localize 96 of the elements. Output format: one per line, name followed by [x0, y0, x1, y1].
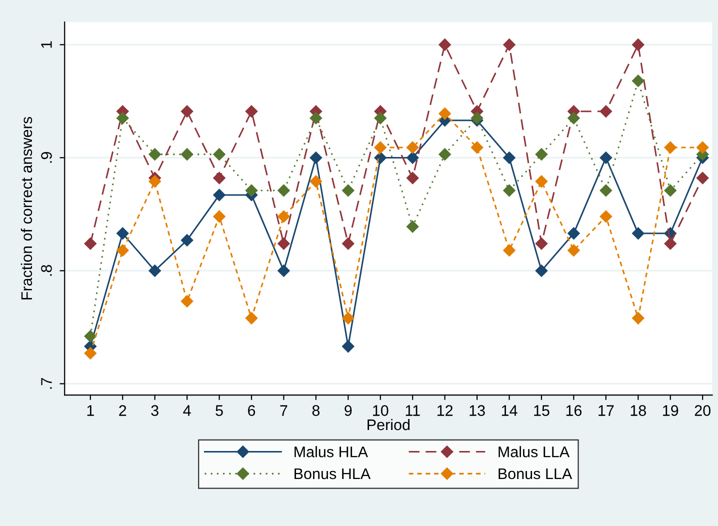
y-tick-label: .9	[41, 152, 52, 163]
point	[213, 188, 226, 202]
point	[503, 152, 516, 164]
point	[84, 330, 96, 342]
point	[342, 312, 354, 324]
point	[600, 210, 612, 223]
point	[600, 184, 612, 197]
point	[374, 112, 386, 124]
point	[278, 264, 290, 277]
point	[213, 148, 226, 160]
legend-label: Bonus LLA	[498, 468, 572, 480]
point	[245, 184, 258, 197]
point	[180, 234, 194, 246]
point	[470, 112, 484, 124]
point	[535, 264, 548, 277]
point	[696, 172, 709, 184]
point	[180, 295, 194, 308]
point	[438, 148, 451, 160]
point	[664, 141, 676, 154]
x-tick-label: 5	[216, 405, 223, 416]
point	[632, 227, 644, 240]
y-tick-label: .7	[41, 378, 52, 389]
point	[374, 141, 386, 154]
point	[664, 237, 676, 250]
point	[503, 184, 516, 197]
point	[213, 210, 226, 223]
y-tick-label: .8	[41, 265, 52, 276]
x-tick-label: 20	[694, 405, 710, 416]
x-tick-label: 12	[437, 405, 453, 416]
x-tick-label: 11	[406, 405, 420, 416]
x-tick-label: 18	[630, 405, 646, 416]
point	[310, 112, 322, 124]
x-tick-label: 1	[87, 405, 94, 416]
y-tick-label: 1	[41, 41, 52, 48]
point	[600, 152, 612, 164]
point	[245, 105, 258, 118]
point	[503, 38, 516, 51]
x-tick-label: 2	[119, 405, 126, 416]
point	[406, 172, 419, 184]
point	[664, 184, 676, 197]
point	[342, 184, 354, 197]
x-tick-label: 14	[502, 405, 518, 416]
x-tick-label: 16	[566, 405, 582, 416]
point	[116, 244, 129, 256]
x-tick-label: 9	[344, 405, 352, 416]
point	[406, 152, 419, 164]
point	[470, 141, 484, 154]
x-tick-label: 13	[470, 405, 485, 416]
point	[84, 347, 96, 360]
point	[310, 175, 322, 188]
point	[116, 227, 129, 240]
legend-label: Bonus HLA	[294, 468, 371, 480]
x-tick-label: 17	[598, 405, 614, 416]
point	[535, 237, 548, 250]
legend-label: Malus LLA	[498, 446, 570, 458]
y-axis-title: Fraction of correct answers	[20, 116, 32, 300]
point	[180, 148, 194, 160]
point	[568, 227, 580, 240]
x-tick-label: 8	[312, 405, 320, 416]
point	[406, 141, 419, 154]
point	[310, 152, 322, 164]
point	[148, 264, 161, 277]
point	[278, 210, 290, 223]
legend-label: Malus HLA	[294, 446, 368, 458]
point	[632, 312, 644, 324]
point	[278, 184, 290, 197]
point	[503, 244, 516, 256]
point	[213, 172, 226, 184]
point	[278, 237, 290, 250]
point	[632, 38, 644, 51]
point	[245, 312, 258, 324]
x-axis-title: Period	[368, 418, 410, 430]
x-tick-label: 4	[183, 405, 191, 416]
point	[535, 175, 548, 188]
point	[84, 237, 96, 250]
point	[438, 108, 451, 120]
point	[406, 220, 419, 233]
point	[696, 141, 709, 154]
point	[180, 105, 194, 118]
x-tick-label: 7	[280, 405, 288, 416]
point	[342, 237, 354, 250]
point	[342, 340, 354, 353]
point	[535, 148, 548, 160]
x-tick-label: 15	[534, 405, 550, 416]
point	[148, 148, 161, 160]
point	[600, 105, 612, 118]
point	[568, 244, 580, 256]
point	[568, 112, 580, 124]
x-tick-label: 19	[663, 405, 678, 416]
point	[116, 112, 129, 124]
point	[632, 74, 644, 87]
x-tick-label: 6	[248, 405, 256, 416]
point	[148, 175, 161, 188]
x-tick-label: 3	[151, 405, 158, 416]
x-tick-label: 10	[373, 405, 388, 416]
point	[438, 38, 451, 51]
